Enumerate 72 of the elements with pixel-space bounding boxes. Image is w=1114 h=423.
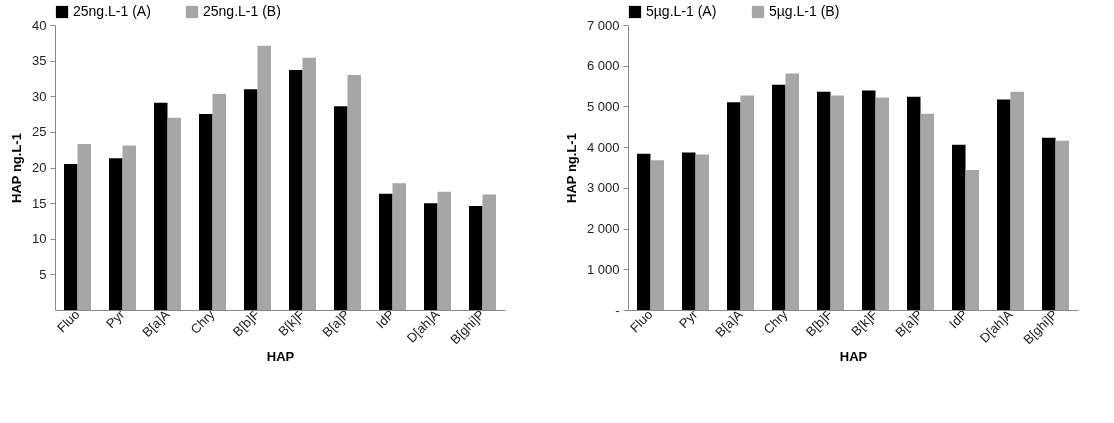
y-tick-label: 5: [39, 266, 47, 282]
bar: [682, 152, 696, 310]
legend-label: 25ng.L-1 (A): [73, 3, 151, 19]
bar: [302, 57, 316, 310]
x-axis-title: HAP: [266, 349, 295, 365]
y-tick-label: 20: [32, 160, 47, 175]
bar: [64, 163, 78, 310]
y-tick-label: 35: [32, 53, 47, 69]
bar: [167, 117, 181, 310]
x-tick-label: Fluo: [53, 306, 83, 336]
bar: [875, 97, 889, 310]
bar: [862, 90, 876, 310]
bar: [334, 106, 348, 310]
bar: [830, 95, 844, 310]
bar: [289, 69, 303, 310]
bar: [920, 113, 934, 310]
y-tick-label: 3 000: [586, 180, 620, 196]
bar: [154, 102, 168, 310]
bar: [347, 74, 361, 310]
y-tick-label: 6 000: [586, 58, 620, 74]
bar: [469, 205, 483, 310]
x-axis-title: HAP: [839, 349, 868, 365]
bar: [965, 169, 979, 310]
x-tick-label: Pyr: [676, 306, 701, 332]
y-tick-label: 30: [32, 88, 47, 104]
bar: [109, 158, 123, 310]
bar: [77, 143, 91, 310]
x-tick-label: IdP: [946, 306, 971, 332]
bar: [695, 154, 709, 310]
y-tick-label: 25: [32, 124, 47, 140]
x-tick-label: Pyr: [103, 306, 128, 332]
bar: [907, 96, 921, 310]
bar: [392, 183, 406, 310]
bar: [424, 203, 438, 310]
y-tick-label: 5 000: [586, 98, 620, 114]
y-tick-label: 7 000: [586, 17, 620, 33]
bar: [257, 45, 271, 310]
x-tick-label: Fluo: [626, 306, 656, 336]
bar: [1010, 91, 1024, 310]
x-tick-label: Chry: [187, 306, 218, 337]
y-tick-label: 40: [32, 17, 47, 33]
bar: [650, 160, 664, 310]
bar: [482, 194, 496, 310]
bar: [437, 191, 451, 310]
y-tick-label: -: [615, 302, 620, 318]
bar: [740, 95, 754, 310]
bar: [997, 99, 1011, 310]
x-tick-label: IdP: [373, 306, 398, 332]
y-axis-title: HAP ng.L-1: [563, 133, 579, 203]
bar: [379, 193, 393, 310]
bar: [1042, 137, 1056, 310]
y-axis-title: HAP ng.L-1: [9, 133, 25, 203]
bar: [785, 73, 799, 310]
y-tick-label: 1 000: [586, 261, 620, 277]
legend-label: 5µg.L-1 (A): [646, 3, 717, 19]
x-tick-label: Chry: [760, 306, 791, 337]
bar: [1055, 140, 1069, 310]
y-tick-label: 4 000: [586, 139, 620, 155]
bar: [817, 91, 831, 310]
y-tick-label: 10: [32, 231, 47, 247]
bar: [244, 89, 258, 310]
bar: [122, 145, 136, 310]
bar: [727, 102, 741, 310]
bar: [952, 144, 966, 310]
bar: [212, 94, 226, 310]
y-tick-label: 2 000: [586, 221, 620, 237]
bar: [637, 153, 651, 310]
bar: [199, 114, 213, 310]
y-tick-label: 15: [32, 195, 47, 211]
legend-label: 5µg.L-1 (B): [769, 3, 840, 19]
legend-label: 25ng.L-1 (B): [203, 3, 281, 19]
bar: [772, 84, 786, 310]
